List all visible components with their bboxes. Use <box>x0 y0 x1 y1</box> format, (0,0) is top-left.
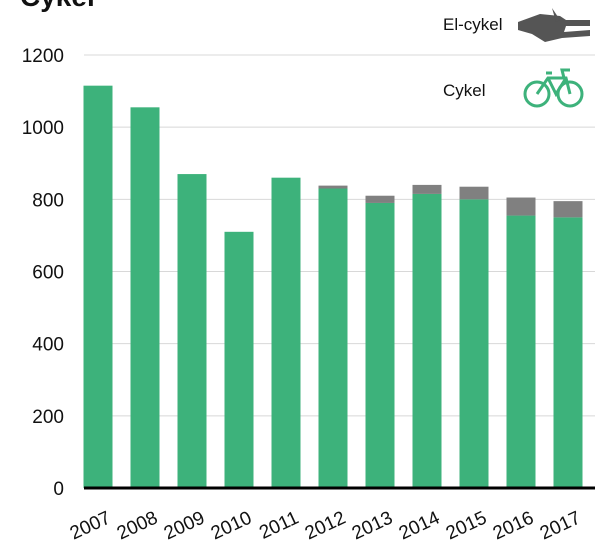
x-tick-label: 2014 <box>396 507 444 544</box>
x-tick-label: 2011 <box>256 507 302 543</box>
y-tick-label: 400 <box>32 335 64 356</box>
y-tick-label: 200 <box>32 407 64 428</box>
chart-title: Cykel <box>20 0 95 12</box>
bar-segment <box>83 85 113 488</box>
x-tick-label: 2017 <box>537 507 584 544</box>
bike-icon <box>523 68 584 108</box>
bar-segment <box>177 174 207 488</box>
bar-segment <box>553 217 583 488</box>
x-tick-label: 2007 <box>67 507 114 544</box>
bar-segment <box>271 177 301 488</box>
bar-segment <box>412 193 442 488</box>
bar-segment <box>412 184 442 194</box>
x-tick-label: 2009 <box>161 507 208 544</box>
bar-segment <box>459 186 489 200</box>
x-tick-label: 2012 <box>302 507 349 544</box>
plug-icon <box>518 8 590 42</box>
bar-segment <box>506 197 536 216</box>
bar-segment <box>224 231 254 488</box>
bar-segment <box>318 188 348 488</box>
x-tick-label: 2016 <box>490 507 537 544</box>
x-tick-label: 2010 <box>208 507 255 544</box>
y-tick-label: 600 <box>32 263 64 284</box>
x-tick-label: 2008 <box>114 507 161 544</box>
legend-label: El-cykel <box>443 15 503 34</box>
x-tick-label: 2013 <box>349 507 396 544</box>
bar-segment <box>506 215 536 488</box>
bar-segment <box>553 201 583 218</box>
y-tick-label: 1000 <box>22 118 64 139</box>
bar-segment <box>459 199 489 489</box>
y-tick-label: 1200 <box>22 46 64 67</box>
x-tick-label: 2015 <box>443 507 490 544</box>
bar-segment <box>365 195 395 203</box>
bar-segment <box>318 185 348 189</box>
bar-segment <box>365 202 395 489</box>
y-tick-label: 800 <box>32 190 64 211</box>
legend-label: Cykel <box>443 81 486 100</box>
bar-segment <box>130 107 160 488</box>
y-tick-label: 0 <box>53 479 64 500</box>
